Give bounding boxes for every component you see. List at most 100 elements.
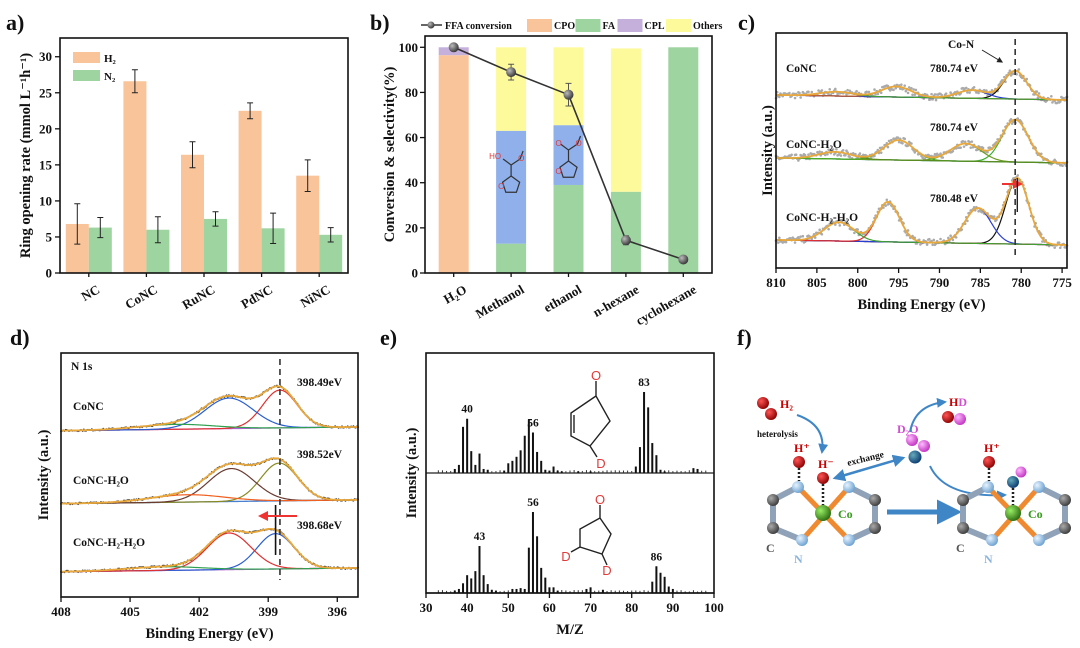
data-point [831, 148, 835, 151]
x-tick-label: cyclohexane [633, 281, 699, 328]
data-point [790, 153, 793, 157]
data-point [982, 88, 986, 92]
data-point [986, 150, 989, 154]
data-point [784, 240, 788, 244]
peak-label: 83 [638, 377, 650, 389]
data-point [835, 147, 838, 151]
ffa-conversion-point [678, 254, 689, 265]
data-point [940, 93, 943, 97]
data-point [834, 223, 837, 226]
hd-hydrogen-atom [942, 411, 954, 423]
error-bar [131, 69, 138, 94]
axes-frame [60, 352, 359, 598]
x-tick-label: 800 [848, 275, 868, 290]
data-point [887, 139, 891, 143]
data-point [896, 136, 900, 140]
bar-h2 [123, 81, 147, 274]
carbon-atom [767, 494, 779, 506]
data-point [1037, 92, 1041, 95]
data-point [972, 85, 976, 89]
spectrum-name: CoNC [786, 63, 817, 75]
ring-bonds [770, 484, 878, 543]
carbon-atom [957, 522, 969, 534]
data-point [828, 148, 832, 152]
nitrogen-atom [843, 481, 855, 493]
peak-label: 43 [474, 531, 486, 543]
bar-n2 [261, 228, 285, 273]
x-tick-label: 405 [120, 604, 140, 619]
nitrogen-atom [982, 481, 994, 493]
ffa-conversion-point [563, 89, 574, 100]
data-point [793, 96, 797, 100]
data-point [1061, 164, 1064, 168]
deuterium-label: D [596, 456, 605, 471]
data-point [1016, 174, 1020, 177]
data-point [878, 146, 882, 150]
peak-position-label: 780.48 eV [930, 193, 979, 205]
x-tick-label: 780 [1011, 275, 1031, 290]
data-point [867, 90, 871, 94]
data-point [794, 153, 798, 157]
legend-label: CPO [554, 21, 575, 32]
legend-swatch [666, 19, 691, 32]
data-point [1058, 246, 1062, 250]
data-point [949, 234, 952, 238]
h-minus-atom [817, 472, 829, 484]
carbon-atom [957, 494, 969, 506]
fit-envelope [60, 385, 359, 432]
y-axis-label: Conversion & selectivity(%) [382, 67, 398, 243]
h-plus-label: H⁺ [984, 441, 1000, 455]
data-point [789, 236, 792, 240]
peak-position-label: 780.74 eV [930, 63, 979, 75]
data-point [894, 86, 898, 90]
co-n4-site-left: H⁺ H⁻ Co C N [766, 441, 881, 566]
data-point [874, 92, 877, 96]
ffa-conversion-point [448, 42, 459, 53]
x-tick-label: 775 [1052, 275, 1072, 290]
data-point [981, 146, 985, 150]
data-point [799, 235, 802, 238]
panel-f-mechanism-diagram: H⁺ H⁻ Co C N H₂ heterolysis exchange D₂O… [757, 395, 1071, 566]
panel-label-f: f) [737, 325, 752, 350]
peak-position-label: 398.49eV [297, 377, 343, 389]
data-point [841, 148, 845, 152]
data-point [1051, 101, 1054, 104]
y-tick-label: 20 [39, 121, 52, 136]
y-tick-label: 40 [405, 175, 418, 190]
cobalt-atom [1005, 505, 1021, 521]
data-point [865, 90, 868, 94]
oxygen-label: O [595, 492, 605, 507]
data-point [929, 98, 932, 101]
y-axis-label: Intensity (a.u.) [36, 430, 52, 521]
carbon-atom [1059, 494, 1071, 506]
data-point [928, 237, 931, 241]
data-point [793, 241, 797, 244]
data-point [838, 224, 842, 227]
legend-label: FA [603, 21, 616, 32]
data-point [818, 228, 821, 232]
x-tick-label: 399 [258, 604, 278, 619]
h2-molecule-atom [765, 408, 777, 420]
peak-label: 56 [527, 497, 539, 509]
hd-deuterium-atom [954, 413, 966, 425]
x-tick-label: 408 [51, 604, 71, 619]
data-point [972, 205, 976, 209]
h2-label: H₂ [780, 397, 793, 411]
legend-swatch [617, 19, 643, 32]
heterolysis-label: heterolysis [757, 429, 798, 439]
x-tick-label: 60 [543, 600, 556, 615]
deuterium-atom [1015, 466, 1027, 478]
stacked-bar-segment [496, 130, 527, 244]
stacked-bar-segment [438, 55, 469, 273]
legend-label: H₂ [104, 53, 117, 65]
peak-label: 86 [651, 551, 663, 563]
c-label: C [956, 541, 965, 555]
data-point [823, 153, 827, 157]
y-tick-label: 100 [399, 40, 419, 55]
data-point [1057, 241, 1061, 244]
error-bar [97, 216, 104, 239]
co-n-annotation: Co-N [948, 39, 975, 51]
data-point [961, 86, 965, 90]
data-point [820, 232, 824, 236]
x-tick-label: 785 [971, 275, 991, 290]
